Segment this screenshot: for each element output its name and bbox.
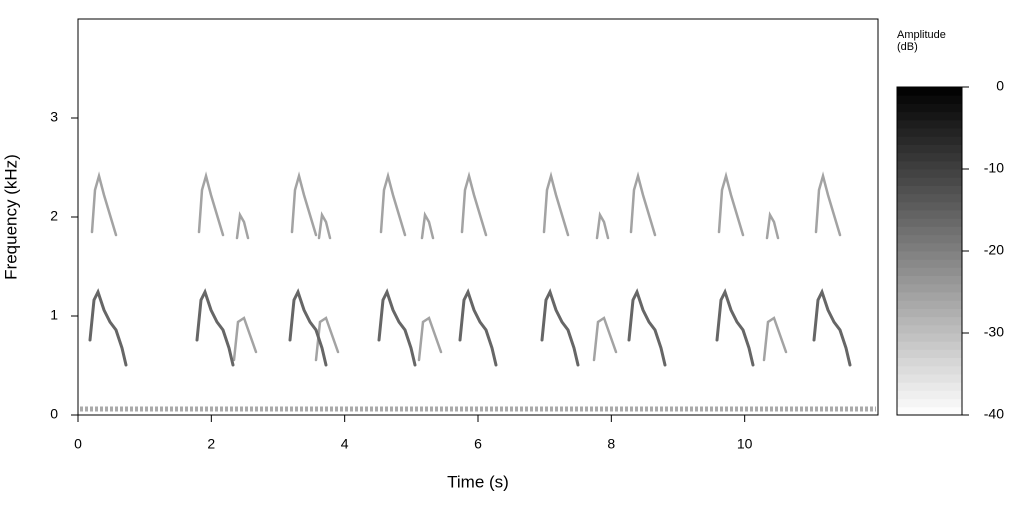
colorbar-step <box>897 324 962 334</box>
colorbar-step <box>897 267 962 277</box>
colorbar-step <box>897 128 962 137</box>
spectrogram-image <box>80 174 876 412</box>
y-axis-label: Frequency (kHz) <box>1 154 20 280</box>
colorbar-step <box>897 357 962 367</box>
colorbar-step <box>897 152 962 162</box>
colorbar-step <box>897 382 962 391</box>
plot-area <box>78 19 878 415</box>
colorbar-tick-label: -10 <box>984 160 1004 176</box>
colorbar-step <box>897 160 962 170</box>
colorbar-tick-label: -40 <box>984 406 1004 422</box>
colorbar-step <box>897 95 962 104</box>
colorbar-step <box>897 111 962 121</box>
x-tick-label: 0 <box>74 436 82 452</box>
colorbar-step <box>897 300 962 309</box>
y-tick-label: 1 <box>50 307 58 323</box>
colorbar-step <box>897 234 962 244</box>
colorbar-label: Amplitude <box>897 29 946 41</box>
colorbar-step <box>897 193 962 203</box>
colorbar-tick-label: -30 <box>984 324 1004 340</box>
colorbar-step <box>897 251 962 260</box>
colorbar-tick-label: -20 <box>984 242 1004 258</box>
x-tick-label: 2 <box>207 436 215 452</box>
colorbar-step <box>897 341 962 350</box>
x-tick-label: 10 <box>737 436 753 452</box>
colorbar-step <box>897 333 962 342</box>
colorbar-step <box>897 103 962 113</box>
x-tick-label: 6 <box>474 436 482 452</box>
colorbar-step <box>897 210 962 219</box>
colorbar-step <box>897 292 962 301</box>
colorbar-step <box>897 201 962 211</box>
colorbar-step <box>897 374 962 383</box>
y-tick-label: 0 <box>50 406 58 422</box>
colorbar-step <box>897 390 962 400</box>
colorbar-step <box>897 177 962 186</box>
colorbar-step <box>897 185 962 195</box>
colorbar-tick-label: 0 <box>996 78 1004 94</box>
colorbar-step <box>897 259 962 268</box>
x-axis-label: Time (s) <box>447 472 509 491</box>
y-tick-label: 3 <box>50 109 58 125</box>
colorbar-step <box>897 349 962 359</box>
colorbar-step <box>897 316 962 326</box>
colorbar-step <box>897 365 962 375</box>
colorbar-step <box>897 136 962 145</box>
colorbar-step <box>897 226 962 236</box>
x-tick-label: 8 <box>607 436 615 452</box>
colorbar-step <box>897 169 962 178</box>
y-tick-label: 2 <box>50 208 58 224</box>
colorbar-step <box>897 144 962 154</box>
colorbar-step <box>897 218 962 227</box>
x-tick-label: 4 <box>341 436 349 452</box>
colorbar-step <box>897 308 962 318</box>
colorbar-step <box>897 283 962 293</box>
colorbar-label: (dB) <box>897 41 918 53</box>
colorbar-step <box>897 398 962 408</box>
colorbar-step <box>897 406 962 416</box>
colorbar-step <box>897 87 962 96</box>
colorbar-step <box>897 119 962 129</box>
colorbar-step <box>897 275 962 285</box>
colorbar-step <box>897 242 962 252</box>
